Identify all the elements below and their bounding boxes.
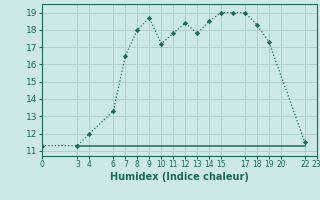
X-axis label: Humidex (Indice chaleur): Humidex (Indice chaleur) <box>110 172 249 182</box>
